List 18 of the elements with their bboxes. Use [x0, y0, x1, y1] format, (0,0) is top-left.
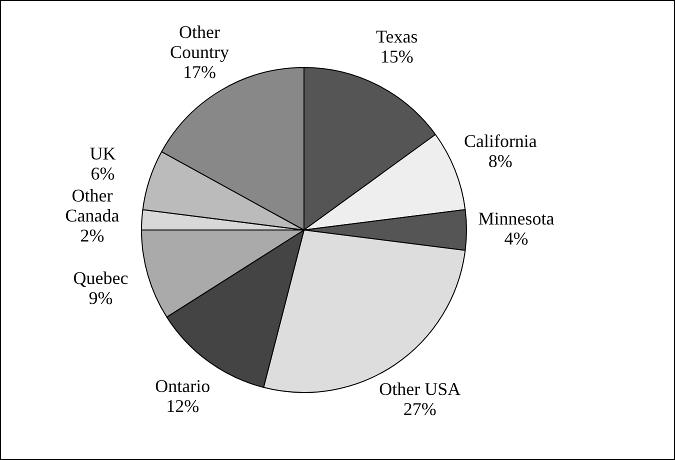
slice-label: Texas — [376, 26, 418, 46]
data-label: 17% — [182, 62, 216, 82]
data-label: 2% — [80, 225, 104, 246]
data-label: 27% — [403, 399, 436, 420]
slice-label: Other Country — [170, 22, 229, 62]
data-label: 6% — [90, 163, 115, 184]
slice-label: Other Canada — [65, 185, 120, 226]
slice-label: UK — [90, 143, 116, 164]
slice-label: Minnesota — [478, 208, 554, 229]
data-label: 8% — [488, 150, 512, 171]
slice-label: California — [464, 130, 537, 151]
data-label: 4% — [504, 228, 528, 249]
slice-label: Quebec — [73, 268, 128, 288]
data-label: 12% — [166, 396, 200, 416]
slice-label: Ontario — [155, 376, 210, 396]
slice-label: Other USA — [379, 379, 461, 400]
data-label: 15% — [380, 46, 414, 66]
data-label: 9% — [88, 288, 113, 308]
